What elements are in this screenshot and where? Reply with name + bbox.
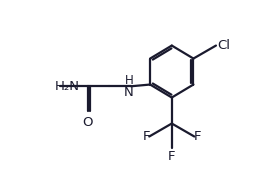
Text: O: O xyxy=(83,116,93,129)
Text: F: F xyxy=(143,130,150,143)
Text: Cl: Cl xyxy=(217,39,230,52)
Text: N: N xyxy=(124,86,134,99)
Text: H₂N: H₂N xyxy=(55,80,80,93)
Text: F: F xyxy=(168,150,176,163)
Text: H: H xyxy=(125,74,133,87)
Text: F: F xyxy=(193,130,201,143)
